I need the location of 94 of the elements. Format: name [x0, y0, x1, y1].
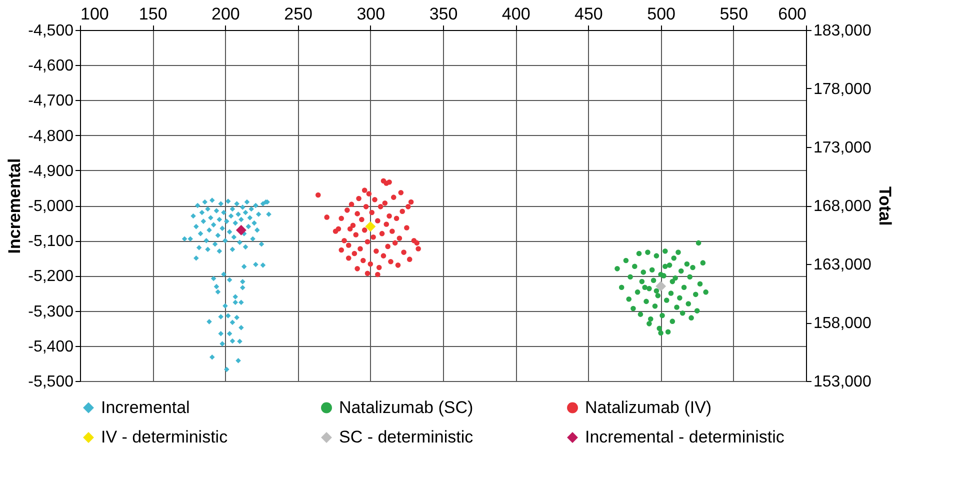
point [636, 250, 642, 256]
x-tick-label: 300 [356, 4, 386, 24]
y-axis-title: Incremental [5, 158, 24, 254]
point [687, 274, 692, 280]
point [658, 330, 664, 336]
y2-tick-label: 168,000 [814, 198, 872, 215]
point [688, 315, 694, 320]
x-tick-label: 250 [284, 4, 312, 24]
point [654, 288, 660, 294]
point [656, 280, 666, 292]
point [693, 292, 698, 298]
point [650, 278, 656, 284]
point [628, 274, 633, 280]
legend-label: Incremental [101, 398, 190, 417]
point [655, 292, 661, 298]
point [648, 316, 654, 322]
point [634, 289, 640, 295]
y-tick-label: -4,700 [28, 92, 74, 110]
legend-label: IV - deterministic [101, 428, 228, 446]
point [646, 286, 652, 292]
point [664, 298, 670, 303]
point [626, 296, 632, 302]
point [700, 260, 706, 266]
point [638, 312, 644, 317]
point [660, 312, 665, 318]
point [677, 295, 682, 301]
point [671, 256, 677, 261]
x-tick-label: 550 [720, 4, 748, 24]
point [662, 264, 668, 269]
x-tick-label: 350 [429, 4, 458, 24]
point [670, 278, 676, 284]
legend-label: SC - deterministic [339, 428, 474, 446]
point [652, 303, 658, 309]
point [623, 258, 629, 264]
legend-label: Natalizumab (SC) [339, 398, 474, 417]
y-tick-label: -4,900 [28, 162, 74, 180]
point [678, 268, 684, 274]
point [697, 281, 703, 287]
x-tick-label: 600 [778, 4, 806, 24]
point [684, 261, 690, 267]
point [668, 290, 674, 296]
y2-tick-label: 178,000 [814, 81, 872, 98]
y-tick-label: -4,600 [28, 58, 74, 75]
y-tick-label: -4,500 [28, 22, 74, 40]
y2-tick-label: 163,000 [814, 256, 872, 274]
point [690, 264, 696, 270]
x-tick-label: 100 [80, 4, 109, 24]
y2-tick-label: 173,000 [814, 140, 872, 156]
y-tick-label: -5,000 [28, 198, 74, 215]
point [670, 318, 676, 324]
legend-label: Incremental - deterministic [585, 428, 785, 446]
point [680, 310, 686, 316]
x-tick-label: 450 [574, 4, 603, 24]
point [696, 240, 702, 246]
point [614, 266, 620, 272]
y2-axis-title: Total [875, 186, 894, 226]
point [646, 321, 652, 326]
point [654, 253, 660, 258]
point [672, 275, 678, 281]
x-tick-label: 150 [138, 4, 168, 24]
y-tick-label: -5,300 [28, 303, 74, 320]
point [639, 278, 645, 284]
x-tick-label: 500 [647, 4, 676, 24]
point [656, 326, 662, 331]
point [676, 250, 681, 255]
point [674, 304, 680, 310]
point [662, 248, 668, 254]
point [681, 284, 687, 290]
y-tick-label: -5,500 [28, 374, 74, 390]
y-tick-label: -5,200 [28, 268, 74, 286]
point [665, 329, 671, 334]
x-tick-label: 400 [502, 4, 530, 24]
point [694, 308, 700, 314]
point [645, 250, 650, 255]
point [618, 284, 624, 290]
y-tick-label: -5,400 [28, 338, 74, 356]
y2-tick-label: 153,000 [814, 374, 872, 390]
point [644, 298, 649, 304]
point [686, 301, 692, 306]
y-tick-label: -5,100 [28, 233, 74, 250]
point [642, 284, 648, 290]
point [666, 262, 672, 268]
point [365, 221, 376, 232]
y2-tick-label: 158,000 [814, 315, 872, 332]
legend-label: Natalizumab (IV) [585, 398, 712, 417]
y-tick-label: -4,800 [28, 128, 74, 145]
point [661, 273, 666, 278]
point [632, 264, 638, 269]
x-tick-label: 200 [212, 4, 240, 24]
point [630, 306, 636, 312]
point [703, 289, 708, 295]
point [649, 267, 655, 272]
y2-tick-label: 183,000 [814, 22, 872, 40]
point [640, 270, 646, 275]
